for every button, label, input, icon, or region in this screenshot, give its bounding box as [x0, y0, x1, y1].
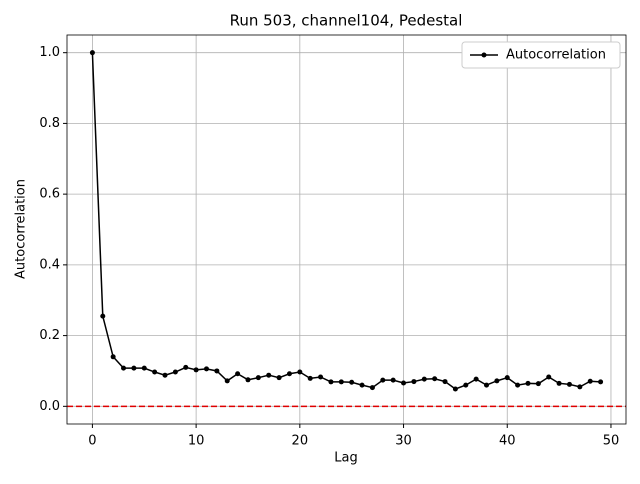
data-point — [141, 365, 147, 371]
data-line — [91, 52, 601, 390]
y-tick-label: 0.6 — [39, 187, 60, 202]
data-point — [162, 372, 168, 378]
data-point — [110, 354, 116, 360]
x-tick-label: 50 — [603, 434, 620, 449]
data-point — [172, 369, 178, 375]
data-point — [338, 379, 344, 385]
y-tick-label: 0.8 — [39, 116, 60, 131]
data-point — [432, 376, 438, 382]
data-point — [193, 367, 199, 373]
data-point — [266, 372, 272, 378]
data-point — [286, 371, 292, 377]
data-point — [556, 380, 562, 386]
data-point — [203, 366, 209, 372]
data-point — [369, 385, 375, 391]
data-point — [349, 379, 355, 385]
y-tick-label: 0.2 — [39, 328, 60, 343]
legend-label: Autocorrelation — [506, 48, 606, 63]
data-point — [577, 384, 583, 390]
y-tick-label: 1.0 — [39, 45, 60, 60]
y-tick-label: 0.4 — [39, 257, 60, 272]
data-point — [504, 375, 510, 381]
x-tick-label: 0 — [88, 434, 96, 449]
data-point — [214, 368, 220, 374]
data-point — [121, 365, 127, 371]
data-point — [411, 379, 417, 385]
data-point — [307, 375, 313, 381]
data-point — [318, 374, 324, 380]
data-point — [100, 313, 106, 319]
legend: Autocorrelation — [461, 41, 621, 69]
x-tick-label: 20 — [292, 434, 309, 449]
data-point — [473, 376, 479, 382]
data-point — [328, 379, 334, 385]
data-point — [421, 376, 427, 382]
data-point — [515, 382, 521, 388]
data-point — [131, 365, 137, 371]
data-point — [359, 382, 365, 388]
data-point — [401, 380, 407, 386]
data-point — [152, 369, 158, 375]
x-tick-label: 40 — [499, 434, 516, 449]
data-point — [224, 378, 230, 384]
data-point — [535, 381, 541, 387]
y-axis-label: Autocorrelation — [14, 179, 29, 279]
data-point — [546, 374, 552, 380]
chart-title: Run 503, channel104, Pedestal — [230, 12, 463, 30]
data-point — [89, 50, 95, 56]
data-point — [245, 377, 251, 383]
data-point — [484, 382, 490, 388]
x-axis-label: Lag — [334, 451, 357, 466]
data-point — [598, 379, 604, 385]
y-tick-label: 0.0 — [39, 399, 60, 414]
data-point — [380, 377, 386, 383]
data-point — [452, 386, 458, 392]
data-point — [297, 369, 303, 375]
data-point — [183, 364, 189, 370]
data-point — [390, 377, 396, 383]
data-point — [566, 381, 572, 387]
data-point — [463, 382, 469, 388]
data-point — [587, 378, 593, 384]
x-tick-label: 30 — [395, 434, 412, 449]
legend-marker — [481, 52, 487, 58]
data-point — [525, 380, 531, 386]
data-point — [276, 375, 282, 381]
data-point — [494, 378, 500, 384]
legend-box — [461, 41, 621, 69]
data-point — [235, 371, 241, 377]
x-tick-label: 10 — [188, 434, 205, 449]
data-point — [442, 379, 448, 385]
plot-frame — [66, 34, 627, 425]
data-point — [255, 375, 261, 381]
